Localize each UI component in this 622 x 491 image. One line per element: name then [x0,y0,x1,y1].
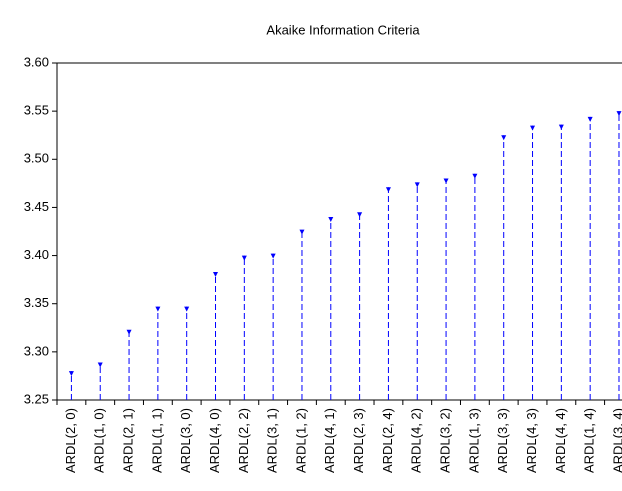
stem-marker [97,362,103,368]
x-tick-label: ARDL(1, 4) [582,408,597,473]
x-tick-label: ARDL(2, 0) [63,408,78,473]
stem-marker [558,124,564,130]
stem-marker [530,125,536,131]
y-tick-label: 3.55 [24,103,49,118]
stem-marker [68,371,74,377]
x-tick-label: ARDL(1, 2) [293,408,308,473]
stem-marker [213,271,219,277]
y-tick-label: 3.25 [24,391,49,406]
x-tick-label: ARDL(3, 1) [265,408,280,473]
stem-marker [357,212,363,218]
x-tick-label: ARDL(2, 1) [120,408,135,473]
x-tick-label: ARDL(3, 2) [438,408,453,473]
stem-marker [184,306,190,312]
chart-title: Akaike Information Criteria [266,22,420,37]
stem-marker [328,217,334,223]
y-tick-label: 3.40 [24,247,49,262]
stem-marker [587,116,593,122]
stem-marker [501,135,507,141]
stem-marker [126,329,132,335]
y-tick-label: 3.45 [24,199,49,214]
x-tick-label: ARDL(3, 3) [495,408,510,473]
x-tick-label: ARDL(4, 3) [524,408,539,473]
x-tick-label: ARDL(1, 3) [466,408,481,473]
stem-marker [443,178,449,184]
stem-marker [385,187,391,193]
stem-marker [155,306,161,312]
stem-marker [472,173,478,179]
stem-marker [241,255,247,261]
y-tick-label: 3.60 [24,54,49,69]
x-tick-label: ARDL(4, 0) [207,408,222,473]
x-tick-label: ARDL(4, 1) [322,408,337,473]
stem-marker [414,182,420,188]
y-tick-label: 3.50 [24,151,49,166]
x-tick-label: ARDL(3, 0) [178,408,193,473]
x-tick-label: ARDL(4, 2) [409,408,424,473]
x-tick-label: ARDL(2, 2) [236,408,251,473]
stem-marker [616,111,622,117]
x-tick-label: ARDL(3, 4) [610,408,622,473]
x-tick-label: ARDL(1, 1) [149,408,164,473]
stem-marker [299,229,305,235]
x-tick-label: ARDL(2, 3) [351,408,366,473]
stem-marker [270,253,276,259]
x-tick-label: ARDL(2, 4) [380,408,395,473]
x-tick-label: ARDL(4, 4) [553,408,568,473]
x-tick-label: ARDL(1, 0) [92,408,107,473]
y-tick-label: 3.30 [24,343,49,358]
y-tick-label: 3.35 [24,295,49,310]
